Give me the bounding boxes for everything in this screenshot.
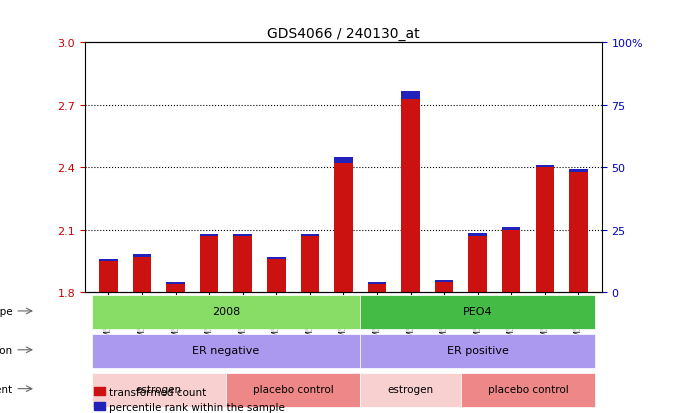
Bar — [233, 235, 252, 237]
Bar — [502, 230, 520, 292]
Bar — [401, 100, 420, 292]
Bar — [569, 169, 588, 172]
Bar — [435, 280, 454, 282]
Text: estrogen: estrogen — [388, 384, 434, 394]
Bar — [502, 227, 520, 230]
Bar — [99, 261, 118, 292]
Bar — [92, 334, 360, 368]
Bar — [233, 237, 252, 292]
Bar — [360, 295, 595, 330]
Bar — [133, 255, 151, 257]
Bar — [267, 257, 286, 259]
Text: placebo control: placebo control — [488, 384, 568, 394]
Bar — [167, 282, 185, 284]
Bar — [301, 237, 319, 292]
Bar — [469, 237, 487, 292]
Bar — [167, 284, 185, 292]
Bar — [461, 373, 595, 407]
Bar — [92, 373, 226, 407]
Text: estrogen: estrogen — [136, 384, 182, 394]
Bar — [401, 92, 420, 100]
Bar — [469, 233, 487, 237]
Bar — [226, 373, 360, 407]
Legend: transformed count, percentile rank within the sample: transformed count, percentile rank withi… — [90, 382, 289, 413]
Text: agent: agent — [0, 384, 13, 394]
Bar — [334, 164, 353, 292]
Title: GDS4066 / 240130_at: GDS4066 / 240130_at — [267, 27, 420, 41]
Text: PEO4: PEO4 — [463, 306, 492, 316]
Bar — [368, 282, 386, 284]
Text: genotype/variation: genotype/variation — [0, 345, 13, 355]
Text: placebo control: placebo control — [253, 384, 333, 394]
Bar — [267, 259, 286, 292]
Text: ER positive: ER positive — [447, 345, 509, 355]
Bar — [360, 334, 595, 368]
Bar — [569, 172, 588, 292]
Text: cell type: cell type — [0, 306, 13, 316]
Bar — [334, 158, 353, 164]
Bar — [536, 168, 554, 292]
Bar — [200, 234, 218, 237]
Bar — [92, 295, 360, 330]
Bar — [99, 259, 118, 261]
Bar — [133, 257, 151, 292]
Text: 2008: 2008 — [212, 306, 240, 316]
Text: ER negative: ER negative — [192, 345, 260, 355]
Bar — [368, 284, 386, 292]
Bar — [200, 237, 218, 292]
Bar — [536, 165, 554, 168]
Bar — [360, 373, 461, 407]
Bar — [435, 282, 454, 292]
Bar — [301, 235, 319, 237]
